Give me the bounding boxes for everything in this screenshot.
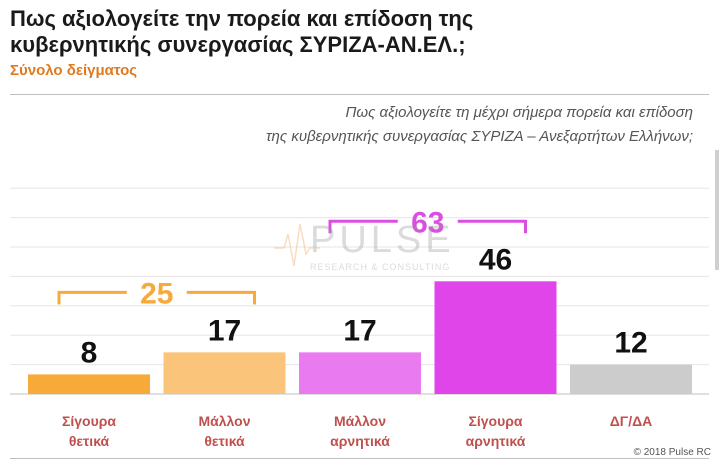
question-line-2: της κυβερνητικής συνεργασίας ΣΥΡΙΖΑ – Αν… bbox=[265, 128, 693, 145]
category-label-1: θετικά bbox=[69, 433, 110, 449]
question-line-1: Πως αξιολογείτε τη μέχρι σήμερα πορεία κ… bbox=[345, 104, 693, 121]
group-bracket-left bbox=[328, 219, 398, 234]
watermark-tagline: RESEARCH & CONSULTING bbox=[310, 262, 450, 272]
group-bracket-right bbox=[457, 219, 527, 234]
bar-4 bbox=[434, 281, 557, 394]
survey-question: Πως αξιολογείτε τη μέχρι σήμερα πορεία κ… bbox=[133, 101, 693, 149]
bar-3 bbox=[299, 352, 421, 394]
bar-5 bbox=[570, 364, 692, 394]
category-label-3: Μάλλον bbox=[334, 413, 386, 429]
data-label-1: 8 bbox=[81, 336, 98, 369]
pulse-watermark: PULSE RESEARCH & CONSULTING bbox=[274, 219, 455, 272]
data-label-4: 46 bbox=[479, 243, 512, 276]
group-bracket-right bbox=[186, 290, 256, 305]
page-title: Πως αξιολογείτε την πορεία και επίδοση τ… bbox=[10, 6, 610, 58]
category-label-4: Σίγουρα bbox=[468, 413, 522, 429]
data-label-5: 12 bbox=[614, 327, 647, 360]
category-label-5: ΔΓ/ΔΑ bbox=[610, 413, 653, 429]
top-rule bbox=[10, 94, 709, 95]
group-total-label: 63 bbox=[411, 206, 444, 239]
copyright-notice: © 2018 Pulse RC bbox=[633, 447, 711, 458]
title-line-2: κυβερνητικής συνεργασίας ΣΥΡΙΖΑ-ΑΝ.ΕΛ.; bbox=[10, 32, 466, 57]
watermark-brand: PULSE bbox=[310, 219, 455, 261]
sample-subtitle: Σύνολο δείγματος bbox=[10, 62, 138, 79]
group-bracket-left bbox=[57, 290, 127, 305]
bar-1 bbox=[28, 374, 150, 394]
category-label-3: αρνητικά bbox=[330, 433, 390, 449]
group-total-label: 25 bbox=[140, 277, 173, 310]
bar-2 bbox=[163, 352, 286, 394]
category-label-2: Μάλλον bbox=[198, 413, 250, 429]
category-label-2: θετικά bbox=[204, 433, 245, 449]
edge-marker bbox=[715, 150, 719, 270]
bottom-rule bbox=[10, 458, 709, 459]
data-label-3: 17 bbox=[343, 314, 376, 347]
category-label-1: Σίγουρα bbox=[62, 413, 116, 429]
pulse-wave-icon bbox=[274, 223, 320, 267]
category-label-4: αρνητικά bbox=[466, 433, 526, 449]
data-label-2: 17 bbox=[208, 314, 241, 347]
title-line-1: Πως αξιολογείτε την πορεία και επίδοση τ… bbox=[10, 6, 474, 31]
